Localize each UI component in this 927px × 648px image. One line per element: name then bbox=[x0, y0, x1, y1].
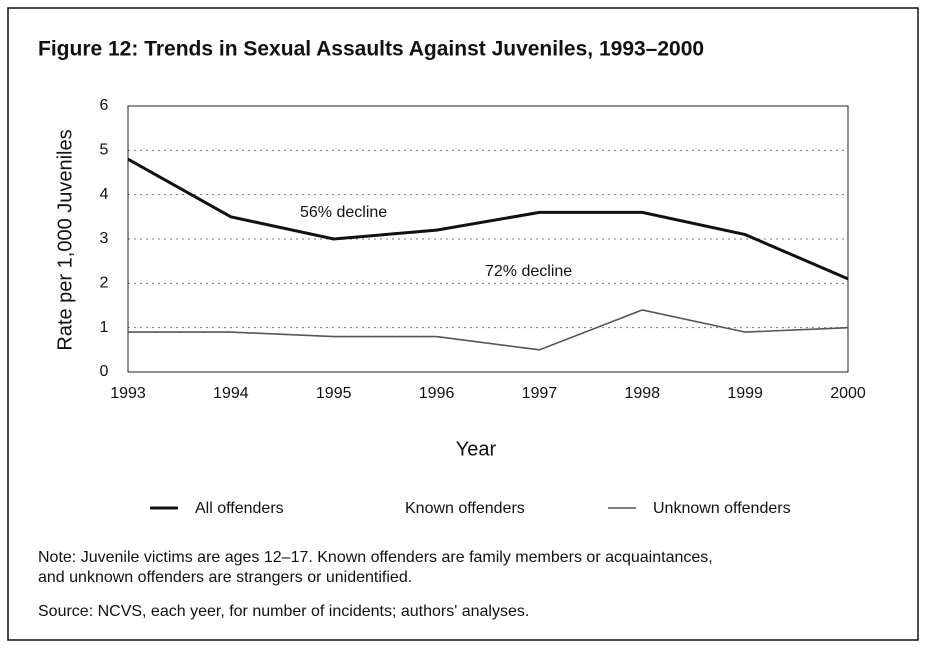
x-tick-label: 1999 bbox=[727, 385, 763, 402]
x-tick-label: 2000 bbox=[830, 385, 866, 402]
legend-label: Known offenders bbox=[405, 500, 525, 517]
chart-title: Figure 12: Trends in Sexual Assaults Aga… bbox=[38, 38, 704, 61]
y-tick-label: 6 bbox=[100, 97, 109, 114]
x-tick-label: 1995 bbox=[316, 385, 352, 402]
y-axis-label: Rate per 1,000 Juveniles bbox=[54, 129, 76, 350]
x-tick-label: 1998 bbox=[624, 385, 660, 402]
y-tick-label: 0 bbox=[100, 363, 109, 380]
plot-frame bbox=[127, 105, 849, 373]
frame bbox=[7, 7, 919, 641]
annotation: 56% decline bbox=[300, 204, 387, 221]
legend-label: Unknown offenders bbox=[653, 500, 791, 517]
x-tick-label: 1997 bbox=[522, 385, 558, 402]
legend-label: All offenders bbox=[195, 500, 284, 517]
series-line bbox=[127, 157, 849, 281]
y-tick-label: 2 bbox=[100, 275, 109, 292]
y-tick-label: 3 bbox=[100, 230, 109, 247]
series-line bbox=[128, 309, 849, 351]
y-tick-label: 4 bbox=[100, 186, 109, 203]
x-tick-label: 1993 bbox=[110, 385, 146, 402]
annotation: 72% decline bbox=[485, 263, 572, 280]
y-tick-label: 5 bbox=[100, 142, 109, 159]
x-tick-label: 1994 bbox=[213, 385, 249, 402]
source: Source: NCVS, each yeer, for number of i… bbox=[38, 603, 529, 620]
x-axis-label: Year bbox=[456, 438, 497, 460]
x-tick-label: 1996 bbox=[419, 385, 455, 402]
note: Note: Juvenile victims are ages 12–17. K… bbox=[38, 549, 713, 566]
y-tick-label: 1 bbox=[100, 319, 109, 336]
note: and unknown offenders are strangers or u… bbox=[38, 569, 412, 586]
